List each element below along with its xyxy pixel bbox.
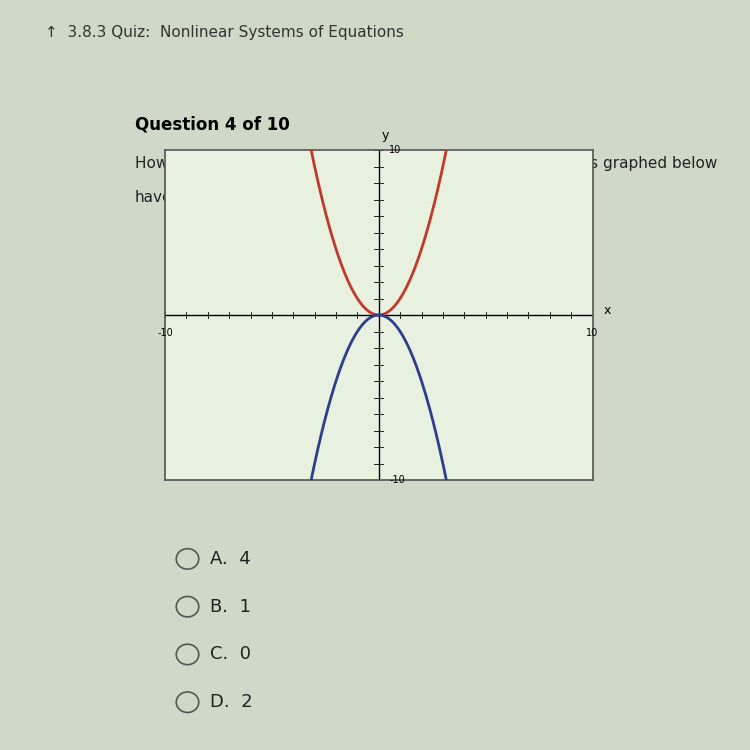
Text: A.  4: A. 4 (210, 550, 251, 568)
Text: How many solutions does the nonlinear system of equations graphed below: How many solutions does the nonlinear sy… (135, 156, 717, 171)
Text: x: x (603, 304, 610, 316)
Text: 10: 10 (389, 145, 402, 155)
Text: C.  0: C. 0 (210, 646, 251, 664)
Text: 10: 10 (586, 328, 598, 338)
Text: y: y (382, 129, 388, 142)
Text: Question 4 of 10: Question 4 of 10 (135, 116, 290, 134)
Text: D.  2: D. 2 (210, 693, 253, 711)
Text: -10: -10 (389, 475, 405, 485)
Text: B.  1: B. 1 (210, 598, 251, 616)
Text: ↑  3.8.3 Quiz:  Nonlinear Systems of Equations: ↑ 3.8.3 Quiz: Nonlinear Systems of Equat… (45, 25, 404, 40)
Text: have?: have? (135, 190, 181, 206)
Text: -10: -10 (158, 328, 172, 338)
